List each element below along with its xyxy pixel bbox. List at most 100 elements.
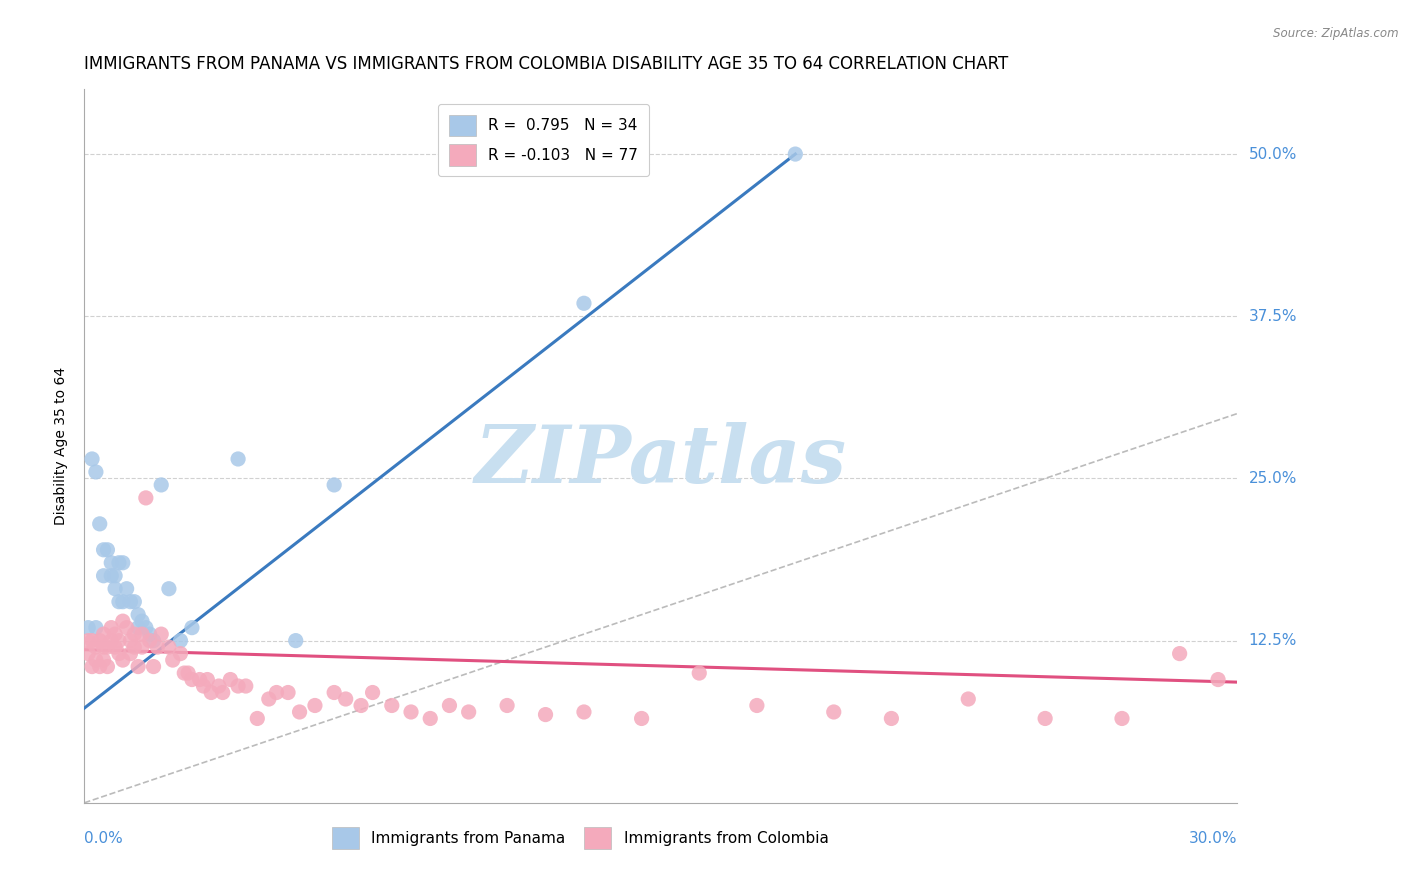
Point <box>219 673 242 687</box>
Point <box>572 296 595 310</box>
Point <box>77 633 100 648</box>
Point <box>177 666 200 681</box>
Point <box>131 640 153 654</box>
Point <box>108 633 131 648</box>
Point <box>361 685 384 699</box>
Point <box>169 633 191 648</box>
Point <box>157 582 180 596</box>
Point <box>100 633 122 648</box>
Point <box>100 621 122 635</box>
Point <box>785 147 807 161</box>
Point <box>496 698 519 713</box>
Text: IMMIGRANTS FROM PANAMA VS IMMIGRANTS FROM COLOMBIA DISABILITY AGE 35 TO 64 CORRE: IMMIGRANTS FROM PANAMA VS IMMIGRANTS FRO… <box>84 54 1008 72</box>
Point <box>169 647 191 661</box>
Point <box>84 653 107 667</box>
Point <box>93 542 115 557</box>
Point <box>534 707 557 722</box>
Point <box>257 692 280 706</box>
Point <box>630 711 652 725</box>
Point <box>89 659 111 673</box>
Point <box>193 679 215 693</box>
Point <box>1111 711 1133 725</box>
Point <box>77 647 100 661</box>
Point <box>131 614 153 628</box>
Point <box>115 582 138 596</box>
Point <box>381 698 404 713</box>
Point <box>93 568 115 582</box>
Point <box>84 465 107 479</box>
Point <box>100 556 122 570</box>
Point <box>138 627 160 641</box>
Point <box>246 711 269 725</box>
Point <box>93 653 115 667</box>
Point <box>127 607 149 622</box>
Point <box>200 685 222 699</box>
Point <box>211 685 233 699</box>
Legend: Immigrants from Panama, Immigrants from Colombia: Immigrants from Panama, Immigrants from … <box>321 816 839 859</box>
Point <box>181 673 204 687</box>
Point <box>399 705 422 719</box>
Point <box>226 452 249 467</box>
Point <box>124 595 146 609</box>
Point <box>150 627 173 641</box>
Point <box>108 647 131 661</box>
Point <box>957 692 980 706</box>
Point <box>80 633 103 648</box>
Point <box>93 627 115 641</box>
Point <box>146 640 169 654</box>
Point <box>880 711 903 725</box>
Point <box>688 666 710 681</box>
Point <box>115 621 138 635</box>
Point <box>1033 711 1056 725</box>
Point <box>350 698 373 713</box>
Point <box>111 653 134 667</box>
Point <box>157 640 180 654</box>
Point <box>111 614 134 628</box>
Point <box>284 633 307 648</box>
Point <box>89 516 111 531</box>
Point <box>745 698 768 713</box>
Point <box>120 647 142 661</box>
Text: 0.0%: 0.0% <box>84 830 124 846</box>
Point <box>104 640 127 654</box>
Point <box>127 621 149 635</box>
Text: ZIPatlas: ZIPatlas <box>475 422 846 499</box>
Text: Source: ZipAtlas.com: Source: ZipAtlas.com <box>1274 27 1399 40</box>
Point <box>84 621 107 635</box>
Point <box>135 621 157 635</box>
Point <box>823 705 845 719</box>
Point <box>142 659 165 673</box>
Point <box>104 568 127 582</box>
Point <box>96 659 118 673</box>
Text: 30.0%: 30.0% <box>1189 830 1237 846</box>
Point <box>226 679 249 693</box>
Point <box>84 640 107 654</box>
Point <box>188 673 211 687</box>
Point <box>108 556 131 570</box>
Point <box>162 653 184 667</box>
Point <box>181 621 204 635</box>
Point <box>323 478 346 492</box>
Point <box>100 568 122 582</box>
Point <box>80 659 103 673</box>
Point <box>96 542 118 557</box>
Point <box>111 595 134 609</box>
Point <box>304 698 326 713</box>
Point <box>104 582 127 596</box>
Point <box>335 692 357 706</box>
Point <box>457 705 479 719</box>
Point <box>131 627 153 641</box>
Point <box>150 478 173 492</box>
Point <box>195 673 218 687</box>
Point <box>96 640 118 654</box>
Point <box>208 679 231 693</box>
Point <box>120 633 142 648</box>
Y-axis label: Disability Age 35 to 64: Disability Age 35 to 64 <box>53 367 67 525</box>
Point <box>288 705 311 719</box>
Point <box>104 627 127 641</box>
Point <box>1206 673 1229 687</box>
Point <box>135 491 157 505</box>
Point <box>439 698 461 713</box>
Point <box>173 666 195 681</box>
Text: 25.0%: 25.0% <box>1249 471 1296 486</box>
